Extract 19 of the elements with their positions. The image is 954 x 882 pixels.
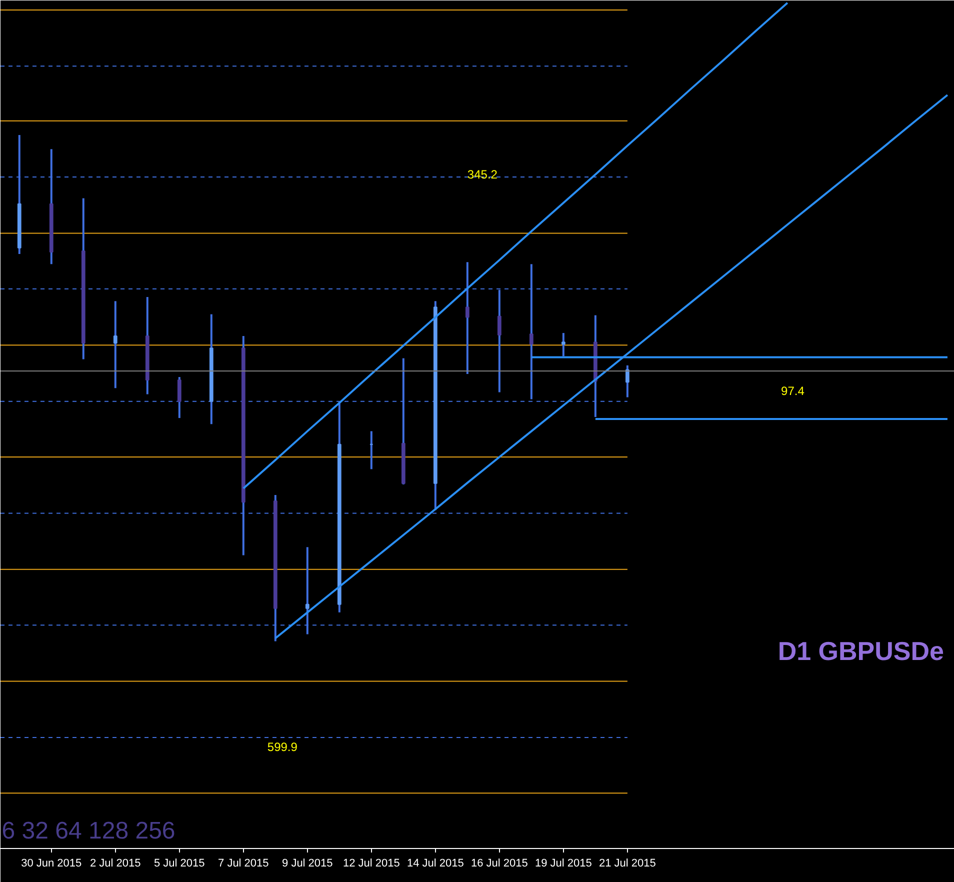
- x-tick-label: 5 Jul 2015: [154, 858, 205, 870]
- x-tick-label: 7 Jul 2015: [218, 858, 269, 870]
- annotation: D1 GBPUSDe: [778, 636, 944, 666]
- text: 599.9: [267, 740, 298, 754]
- x-tick-label: 30 Jun 2015: [21, 858, 82, 870]
- x-tick-label: 9 Jul 2015: [282, 858, 333, 870]
- annotation: 97.4: [781, 384, 805, 398]
- x-tick-label: 14 Jul 2015: [406, 858, 464, 870]
- text: 6 32 64 128 256: [2, 817, 176, 844]
- candlestick: [625, 364, 630, 398]
- candlestick: [113, 300, 118, 390]
- x-tick-label: 16 Jul 2015: [470, 858, 528, 870]
- x-tick-label: 19 Jul 2015: [534, 858, 592, 870]
- x-tick-label: 21 Jul 2015: [598, 858, 656, 870]
- annotation: 345.2: [467, 168, 498, 182]
- candlestick: [465, 261, 470, 375]
- x-tick-label: 12 Jul 2015: [342, 858, 400, 870]
- candlestick: [561, 332, 566, 358]
- x-tick-label: 2 Jul 2015: [90, 858, 141, 870]
